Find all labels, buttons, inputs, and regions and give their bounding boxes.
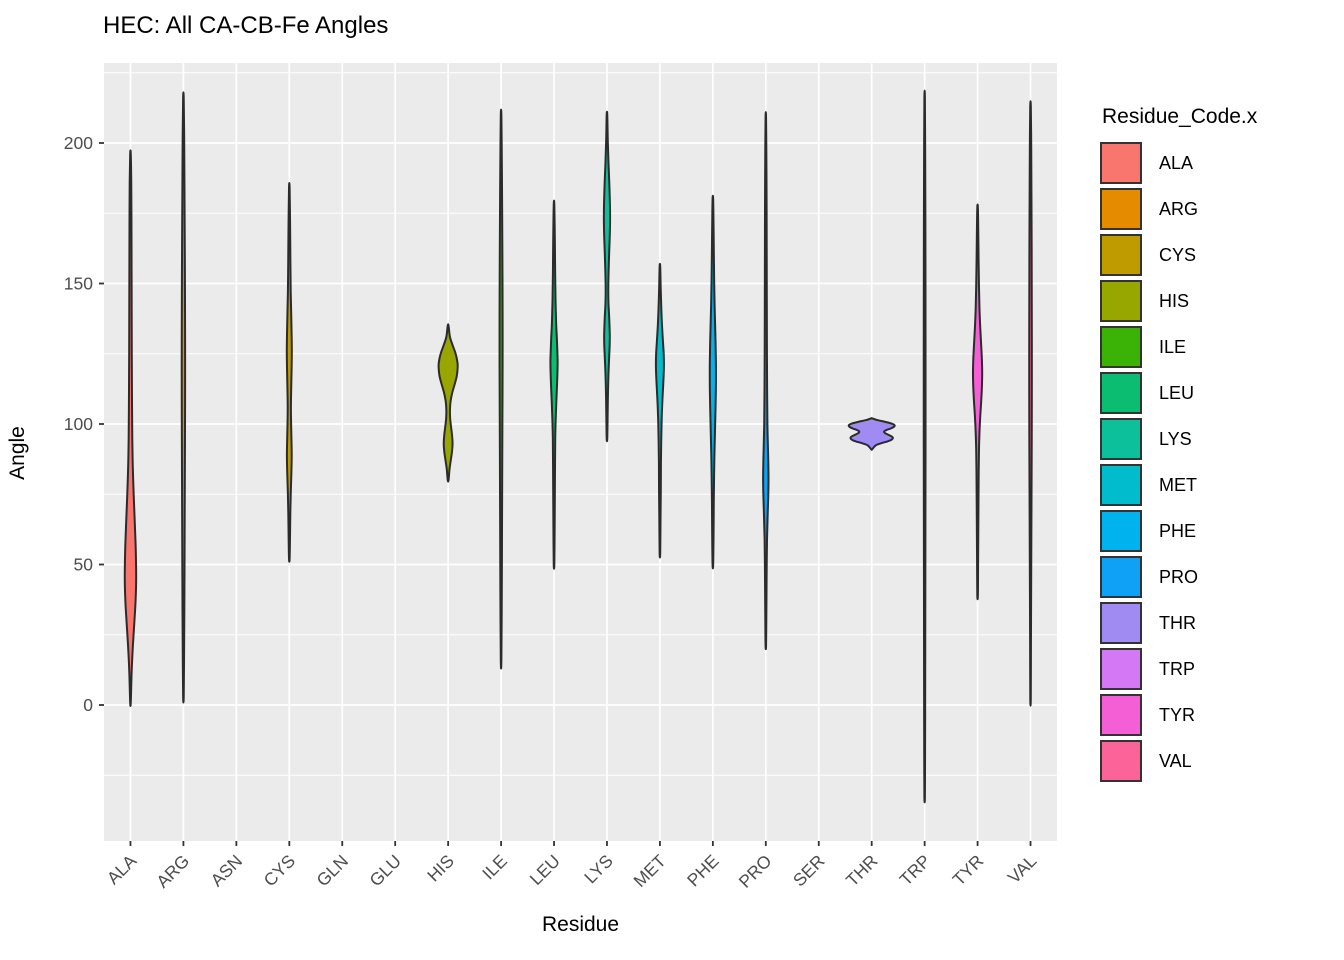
legend-swatch-ILE xyxy=(1100,326,1142,368)
violin-PHE[interactable] xyxy=(708,194,717,570)
x-axis-title: Residue xyxy=(541,913,620,936)
violin-THR[interactable] xyxy=(847,417,896,451)
legend-item-TYR[interactable]: TYR xyxy=(1100,694,1257,736)
legend-swatch-THR xyxy=(1100,602,1142,644)
legend-item-LYS[interactable]: LYS xyxy=(1100,418,1257,460)
legend-label: MET xyxy=(1159,474,1197,495)
legend-label: ARG xyxy=(1159,198,1199,219)
violin-ARG[interactable] xyxy=(180,91,187,704)
x-tick-label-VAL: VAL xyxy=(1004,850,1041,887)
legend-label: TYR xyxy=(1159,704,1195,725)
legend-label: ILE xyxy=(1159,336,1187,357)
legend-item-ALA[interactable]: ALA xyxy=(1100,142,1257,184)
legend-item-THR[interactable]: THR xyxy=(1100,602,1257,644)
y-tick-label-100: 100 xyxy=(64,414,93,434)
x-tick-label-ASN: ASN xyxy=(207,851,247,891)
violin-LYS[interactable] xyxy=(602,110,612,443)
violin-PRO[interactable] xyxy=(762,111,770,651)
x-tick-label-SER: SER xyxy=(789,851,829,891)
violin-ILE[interactable] xyxy=(498,108,504,670)
legend-item-VAL[interactable]: VAL xyxy=(1100,740,1257,782)
violin-TYR[interactable] xyxy=(971,203,984,601)
legend-label: PRO xyxy=(1159,566,1199,587)
violin-VAL[interactable] xyxy=(1028,100,1033,707)
legend-label: PHE xyxy=(1159,520,1197,541)
y-tick-label-150: 150 xyxy=(64,274,93,294)
legend-label: TRP xyxy=(1159,658,1195,679)
x-tick-label-CYS: CYS xyxy=(260,851,300,891)
legend-item-PRO[interactable]: PRO xyxy=(1100,556,1257,598)
y-axis-title: Angle xyxy=(6,426,29,480)
legend-swatch-MET xyxy=(1100,464,1142,506)
x-tick-label-TYR: TYR xyxy=(949,851,988,890)
legend-swatch-TRP xyxy=(1100,648,1142,690)
panel-background xyxy=(104,63,1057,841)
x-tick-label-PHE: PHE xyxy=(683,851,723,891)
x-tick-label-MET: MET xyxy=(629,850,669,890)
x-tick-label-ARG: ARG xyxy=(152,851,193,892)
legend-items: ALA ARG CYS HIS ILE LEU LYS MET PHE PRO THR TRP TYR V… xyxy=(1100,142,1257,782)
legend-item-TRP[interactable]: TRP xyxy=(1100,648,1257,690)
legend-item-ILE[interactable]: ILE xyxy=(1100,326,1257,368)
legend-label: THR xyxy=(1159,612,1196,633)
x-tick-label-LEU: LEU xyxy=(526,851,564,889)
x-tick-label-ALA: ALA xyxy=(103,850,141,888)
legend-item-ARG[interactable]: ARG xyxy=(1100,188,1257,230)
legend-item-PHE[interactable]: PHE xyxy=(1100,510,1257,552)
x-tick-label-THR: THR xyxy=(842,851,882,891)
legend-title: Residue_Code.x xyxy=(1102,105,1258,128)
violin-ALA[interactable] xyxy=(123,149,138,708)
violin-CYS[interactable] xyxy=(285,182,293,563)
legend-swatch-PHE xyxy=(1100,510,1142,552)
x-tick-label-GLN: GLN xyxy=(312,851,352,891)
y-tick-label-200: 200 xyxy=(64,133,93,153)
legend-label: HIS xyxy=(1159,290,1190,311)
x-tick-label-GLU: GLU xyxy=(365,851,405,891)
y-tick-label-0: 0 xyxy=(83,695,93,715)
x-tick-label-ILE: ILE xyxy=(478,851,511,884)
legend-label: CYS xyxy=(1159,244,1197,265)
legend-swatch-CYS xyxy=(1100,234,1142,276)
legend-label: LEU xyxy=(1159,382,1195,403)
violin-HIS[interactable] xyxy=(437,323,459,483)
legend-swatch-LEU xyxy=(1100,372,1142,414)
legend: Residue_Code.x ALA ARG CYS HIS ILE LEU LYS MET P… xyxy=(1100,105,1257,786)
plot-title: HEC: All CA-CB-Fe Angles xyxy=(103,12,389,39)
violin-TRP[interactable] xyxy=(922,89,927,804)
legend-item-HIS[interactable]: HIS xyxy=(1100,280,1257,322)
y-tick-label-50: 50 xyxy=(74,555,94,575)
legend-item-LEU[interactable]: LEU xyxy=(1100,372,1257,414)
legend-swatch-HIS xyxy=(1100,280,1142,322)
x-tick-label-HIS: HIS xyxy=(423,851,458,886)
legend-swatch-ARG xyxy=(1100,188,1142,230)
legend-swatch-ALA xyxy=(1100,142,1142,184)
legend-item-CYS[interactable]: CYS xyxy=(1100,234,1257,276)
violin-MET[interactable] xyxy=(654,262,665,559)
legend-label: VAL xyxy=(1159,750,1192,771)
x-tick-label-TRP: TRP xyxy=(896,851,935,890)
legend-swatch-TYR xyxy=(1100,694,1142,736)
legend-item-MET[interactable]: MET xyxy=(1100,464,1257,506)
violin-LEU[interactable] xyxy=(549,199,559,570)
legend-label: LYS xyxy=(1159,428,1192,449)
legend-swatch-PRO xyxy=(1100,556,1142,598)
legend-swatch-LYS xyxy=(1100,418,1142,460)
x-tick-label-PRO: PRO xyxy=(735,851,776,892)
x-tick-label-LYS: LYS xyxy=(580,851,617,888)
legend-swatch-VAL xyxy=(1100,740,1142,782)
legend-label: ALA xyxy=(1159,152,1194,173)
